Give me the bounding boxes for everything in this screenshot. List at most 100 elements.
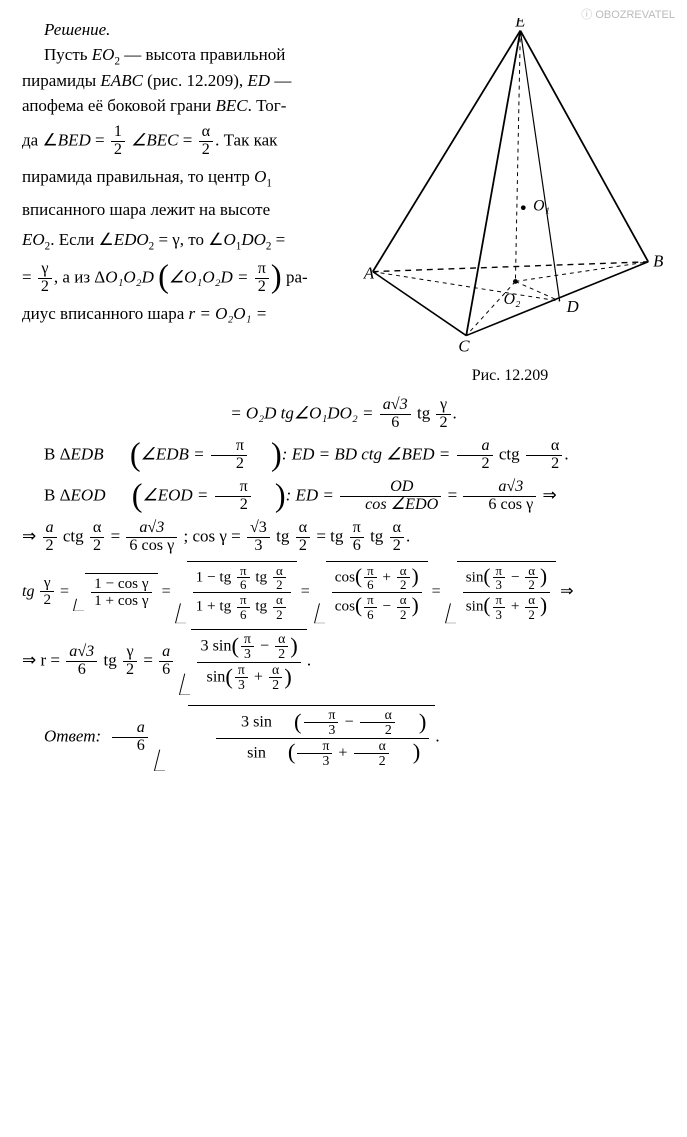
txt: = [448, 485, 462, 504]
txt: cos [335, 597, 355, 614]
den: 3 [235, 678, 248, 692]
txt: sin [207, 668, 226, 685]
txt: O [254, 167, 266, 186]
figure-wrap: E A B C D O₁ O₂ Рис. 12.209 [355, 18, 665, 387]
txt: ра- [286, 267, 308, 286]
den: 2 [43, 538, 57, 555]
watermark: ⓘ OBOZREVATEL [581, 8, 675, 24]
den: 2 [525, 608, 538, 622]
txt: , а из Δ [54, 267, 105, 286]
intro-block: Решение. Пусть EO2 — высота правильной п… [22, 18, 342, 332]
figure-caption: Рис. 12.209 [355, 364, 665, 387]
txt: 3 sin [200, 638, 231, 655]
num: α [296, 520, 310, 538]
radius-calc: = O₂D tg∠O₁DO₂ = a√36 tg γ2. [22, 397, 665, 432]
num: α [354, 739, 389, 754]
den: 3 [493, 578, 506, 592]
num: a [159, 644, 173, 662]
txt: r = O₂O₁ = [189, 304, 268, 323]
txt: EDO [114, 230, 149, 249]
txt: EOD [71, 485, 106, 504]
txt: O₁O₂D [105, 267, 154, 286]
txt: . Если ∠ [50, 230, 114, 249]
num: π [493, 593, 506, 608]
num: α [360, 708, 395, 723]
txt: диус вписанного шара [22, 304, 189, 323]
den: 3 [247, 538, 270, 555]
pyramid-diagram: E A B C D O₁ O₂ [358, 18, 663, 358]
txt: ⇒ [560, 580, 573, 603]
num: π [350, 520, 364, 538]
txt: ⇒ [22, 526, 41, 545]
num: π [215, 479, 251, 497]
txt: . Так как [215, 131, 277, 150]
num: α [269, 663, 282, 678]
txt: 3 sin [241, 713, 272, 730]
eod-line: В ΔEOD (∠EOD = π2): ED = ODcos ∠EDO = a√… [22, 479, 665, 514]
txt: ctg [499, 444, 524, 463]
den: 2 [215, 497, 251, 514]
txt: ⇒ r = [22, 651, 64, 670]
txt: = [60, 580, 69, 603]
den: cos ∠EDO [340, 497, 441, 514]
txt: ED [247, 71, 270, 90]
den: 2 [40, 592, 54, 608]
den: 2 [38, 279, 52, 296]
txt: . [307, 651, 311, 670]
result-line: ⇒ r = a√36 tg γ2 = a6 3 sin(π3 − α2) sin… [22, 629, 665, 695]
EO2: EO [92, 45, 115, 64]
txt: ∠BEC [131, 131, 178, 150]
num: π [235, 663, 248, 678]
den: 2 [255, 279, 269, 296]
num: a [43, 520, 57, 538]
den: 2 [269, 678, 282, 692]
num: γ [40, 575, 54, 592]
txt: EABC [100, 71, 143, 90]
txt: BED [58, 131, 91, 150]
den: 2 [211, 456, 247, 473]
num: α [525, 593, 538, 608]
num: π [241, 632, 254, 647]
txt: . [453, 404, 457, 423]
num: π [304, 708, 339, 723]
txt: : ED = [286, 485, 339, 504]
num: α [397, 564, 410, 579]
num: α [90, 520, 104, 538]
svg-text:E: E [514, 18, 525, 31]
txt: + [507, 597, 523, 614]
txt: В Δ [44, 444, 71, 463]
answer-label: Ответ: [44, 726, 101, 745]
txt: ctg [63, 526, 88, 545]
txt: sin [247, 744, 266, 761]
txt: − [507, 568, 523, 585]
den: 2 [275, 647, 288, 661]
txt: . [406, 526, 410, 545]
sub: 1 [266, 178, 272, 190]
num: π [237, 564, 250, 579]
den: 6 [364, 578, 377, 592]
den: 3 [297, 754, 332, 768]
txt: ⇒ [542, 485, 556, 504]
num: π [237, 593, 250, 608]
num: γ [38, 261, 52, 279]
svg-text:O₁: O₁ [533, 198, 550, 215]
den: 2 [90, 538, 104, 555]
num: α [273, 564, 286, 579]
txt: = γ, то ∠ [154, 230, 223, 249]
den: 6 [350, 538, 364, 555]
den: 2 [397, 608, 410, 622]
sqrt-answer: 3 sin(π3 − α2) sin(π3 + α2) [154, 705, 435, 771]
num: π [364, 564, 377, 579]
txt: . Тог- [248, 96, 287, 115]
num: α [525, 564, 538, 579]
num: 1 − cos γ [91, 576, 152, 593]
sqrt-4: sin(π3 − α2) sin(π3 + α2) [445, 561, 556, 623]
sqrt-2: 1 − tg π6 tg α2 1 + tg π6 tg α2 [175, 561, 297, 623]
den: 6 cos γ [463, 497, 536, 514]
bigchain: tg γ2 = 1 − cos γ1 + cos γ = 1 − tg π6 t… [22, 561, 665, 623]
den: 6 [380, 415, 411, 432]
num: √3 [247, 520, 270, 538]
txt: : ED = BD ctg ∠BED = [282, 444, 455, 463]
txt: = [91, 131, 109, 150]
txt: cos [335, 568, 355, 585]
